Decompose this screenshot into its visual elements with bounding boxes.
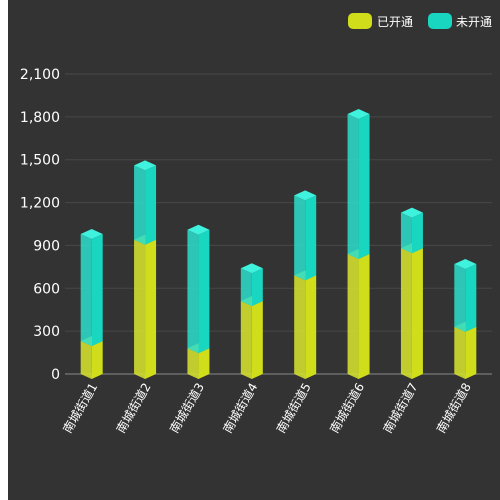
- bar-segment-top-face: [347, 109, 370, 119]
- bar-segment-highlight: [347, 114, 359, 259]
- bar-segment: [134, 234, 157, 379]
- bar-segment-front-left: [347, 254, 359, 379]
- bar-segment-front-left: [294, 195, 306, 281]
- legend[interactable]: 已开通 未开通: [348, 13, 492, 29]
- x-tick-label: 南城街道7: [380, 380, 421, 436]
- legend-label-series-0: 已开通: [377, 15, 413, 29]
- bar-segment: [80, 229, 103, 347]
- y-tick-label: 900: [33, 238, 60, 254]
- x-axis-labels: 南城街道1 南城街道2 南城街道3 南城街道4 南城街道5 南城街道6 南城街道7 南城街道8: [59, 380, 473, 436]
- bar-segment-front-right: [145, 239, 157, 379]
- bar-segment: [240, 263, 263, 307]
- y-tick-label: 0: [51, 367, 60, 383]
- bar-segment-highlight: [454, 326, 466, 379]
- bar-segment-top-face: [80, 229, 103, 239]
- bar-segment-top-face: [294, 190, 317, 201]
- bar-segment-highlight: [80, 341, 92, 379]
- bar-segment-front-right: [358, 254, 370, 379]
- bar-segment-highlight: [400, 248, 412, 379]
- legend-swatch-series-1: [428, 13, 452, 29]
- bar-segment-front-right: [411, 212, 423, 254]
- bar-segment: [454, 259, 477, 332]
- bar-segment-front-right: [251, 268, 263, 307]
- bar-segment-front-right: [91, 234, 103, 347]
- bar-segment-front-right: [305, 275, 317, 379]
- bar-segment-top-face: [187, 224, 210, 235]
- bar-segment-top-face: [400, 207, 423, 218]
- bar-segment-highlight: [187, 229, 199, 354]
- bar-segment: [134, 160, 157, 245]
- bar-segment-front-right: [305, 195, 317, 281]
- bar-segment: [347, 249, 370, 379]
- x-tick-label: 南城街道6: [326, 380, 367, 436]
- legend-item-series-1[interactable]: 未开通: [428, 13, 492, 29]
- y-tick-label: 1,200: [20, 196, 60, 212]
- bars: [80, 109, 477, 379]
- bar-segment-front-right: [91, 341, 103, 379]
- bar-segment-front-right: [358, 114, 370, 259]
- bar-segment-highlight: [400, 212, 412, 254]
- grid-lines: [65, 73, 492, 332]
- bar-segment-front-right: [411, 248, 423, 379]
- bar-segment-top-face: [454, 259, 477, 269]
- bar-segment-highlight: [347, 254, 359, 379]
- bar-segment-front-right: [198, 229, 210, 354]
- bar-segment: [240, 296, 263, 379]
- bar-segment: [347, 109, 370, 259]
- bar-segment-front-left: [240, 301, 252, 379]
- bar-segment: [187, 224, 210, 354]
- y-tick-label: 300: [33, 324, 60, 340]
- chart-panel: 0 300 600 900 1,200 1,500 1,800 2,100 南城街道1 南城街道…: [8, 0, 500, 500]
- bar-segment-highlight: [187, 348, 199, 379]
- bar-segment-front-left: [240, 268, 252, 307]
- x-tick-label: 南城街道8: [433, 380, 474, 436]
- legend-label-series-1: 未开通: [456, 15, 492, 29]
- x-tick-label: 南城街道2: [113, 380, 154, 436]
- legend-swatch-series-0: [348, 13, 372, 29]
- x-tick-label: 南城街道1: [59, 380, 100, 436]
- bar-segment-front-left: [80, 234, 92, 347]
- bar-segment-front-right: [145, 165, 157, 245]
- bar-segment-front-left: [294, 275, 306, 379]
- bar-segment-front-left: [347, 114, 359, 259]
- bar-segment-highlight: [80, 234, 92, 347]
- bar-segment-highlight: [240, 301, 252, 379]
- bar-segment-front-left: [134, 239, 146, 379]
- bar-segment-highlight: [134, 165, 146, 245]
- legend-item-series-0[interactable]: 已开通: [348, 13, 413, 29]
- bar-segment: [294, 190, 317, 281]
- bar-segment-highlight: [240, 268, 252, 307]
- bar-segment-front-right: [251, 301, 263, 379]
- bar-segment: [400, 243, 423, 379]
- y-tick-label: 600: [33, 281, 60, 297]
- x-tick-label: 南城街道4: [220, 380, 261, 436]
- bar-segment: [400, 207, 423, 254]
- bar-segment-highlight: [454, 264, 466, 332]
- bar-segment-front-right: [465, 326, 477, 379]
- x-tick-label: 南城街道3: [166, 380, 207, 436]
- bar-segment-front-left: [80, 341, 92, 379]
- bar-segment-front-left: [187, 348, 199, 379]
- bar-segment-front-right: [465, 264, 477, 332]
- bar-segment-front-left: [454, 264, 466, 332]
- bar-segment-front-left: [134, 165, 146, 245]
- x-tick-label: 南城街道5: [273, 380, 314, 436]
- bar-segment-front-left: [454, 326, 466, 379]
- y-tick-label: 2,100: [20, 67, 60, 83]
- bar-segment: [294, 270, 317, 379]
- bar-segment-front-right: [198, 348, 210, 379]
- bar-segment-top-face: [240, 263, 263, 274]
- bar-segment-front-left: [187, 229, 199, 354]
- bar-segment-front-left: [400, 212, 412, 254]
- bar-segment-highlight: [294, 275, 306, 379]
- bar-segment-highlight: [134, 239, 146, 379]
- bar-segment-highlight: [294, 195, 306, 281]
- y-tick-label: 1,800: [20, 110, 60, 126]
- bar-segment-top-face: [134, 160, 157, 171]
- bar-segment-front-left: [400, 248, 412, 379]
- y-tick-label: 1,500: [20, 153, 60, 169]
